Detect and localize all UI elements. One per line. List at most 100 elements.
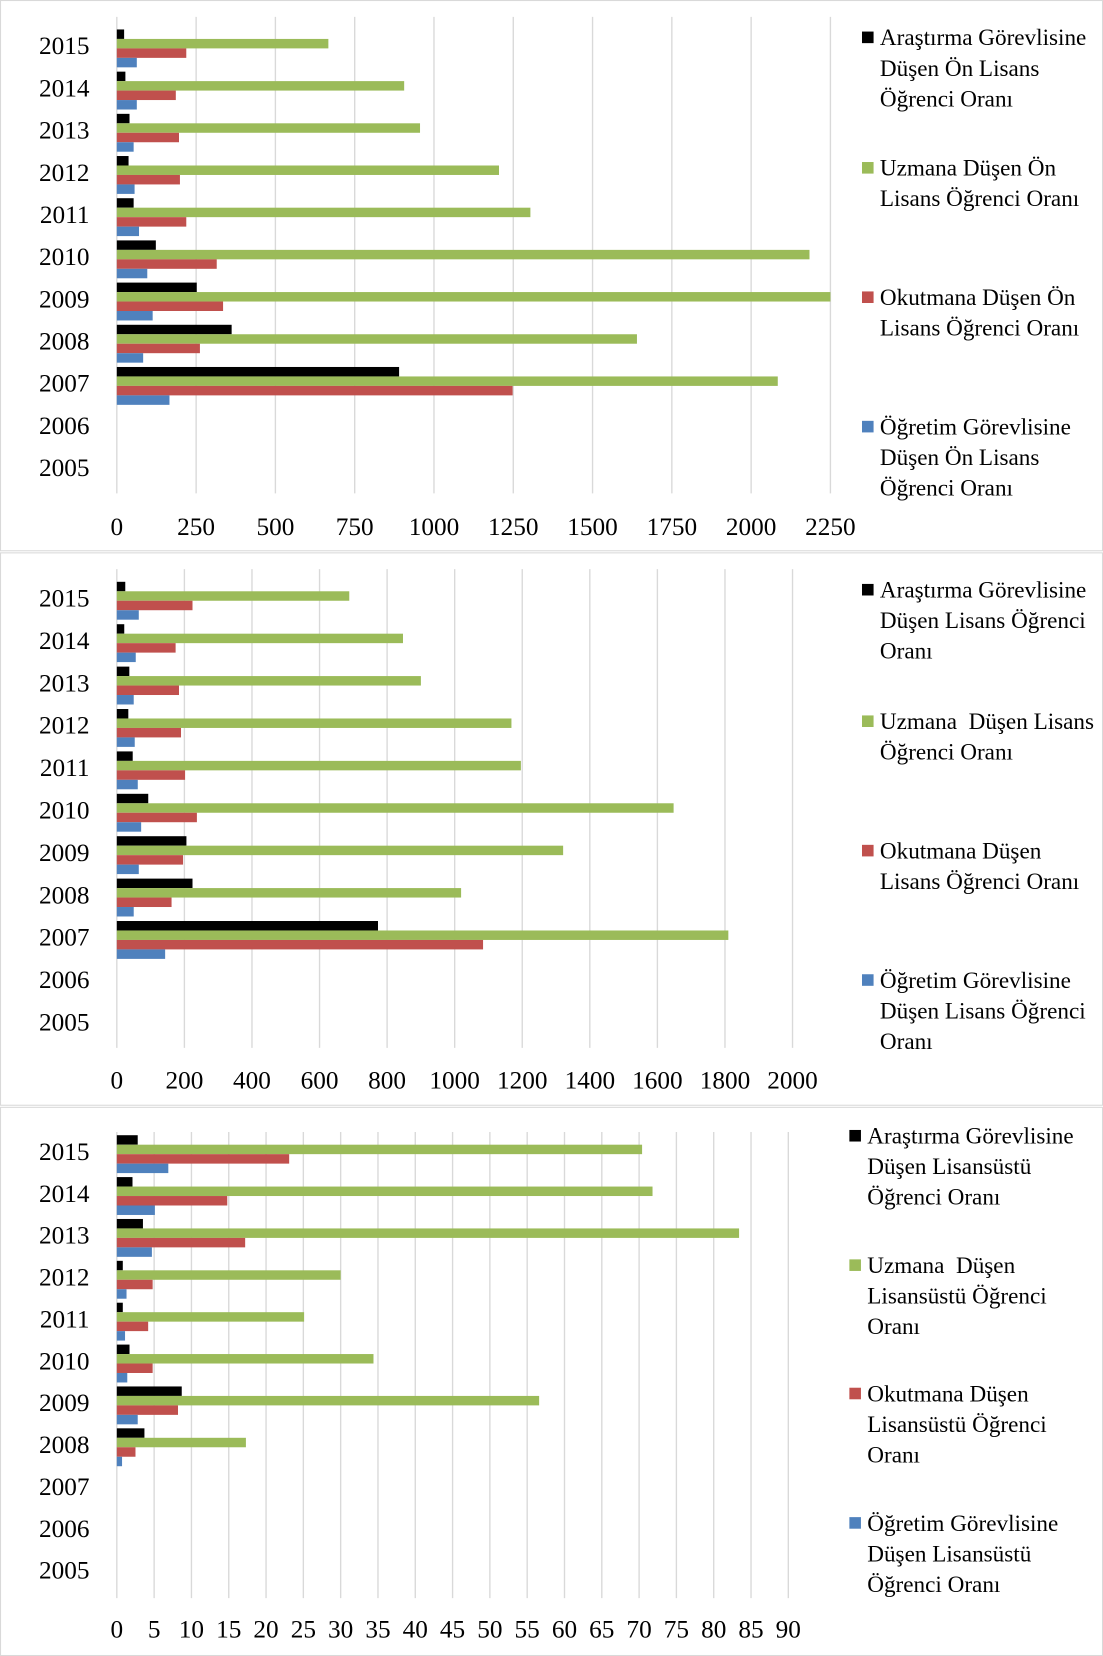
y-tick-label: 2009 — [39, 1389, 90, 1417]
bar — [116, 1344, 130, 1355]
legend-item: Araştırma Görevlisine Düşen Ön Lisans Öğ… — [861, 22, 1097, 114]
y-tick-label: 2008 — [39, 328, 90, 356]
bar — [116, 268, 148, 279]
legend-swatch — [861, 162, 874, 174]
bar — [116, 591, 350, 601]
bar — [116, 1363, 153, 1373]
bar — [116, 48, 187, 58]
bar — [116, 353, 144, 363]
bar — [116, 1414, 138, 1425]
bar — [116, 610, 139, 620]
bar — [116, 855, 184, 865]
y-tick-label: 2011 — [40, 201, 90, 229]
x-tick-label: 0 — [111, 1616, 124, 1644]
x-tick-label: 1000 — [409, 513, 460, 541]
bar — [116, 132, 179, 143]
legend-swatch — [861, 420, 874, 433]
bar — [116, 718, 512, 728]
x-tick-label: 1800 — [700, 1066, 751, 1094]
x-tick-label: 400 — [233, 1066, 271, 1094]
x-tick-label: 750 — [336, 513, 374, 541]
legend-item: Uzmana Düşen Lisans Öğrenci Oranı — [861, 706, 1100, 767]
bar — [116, 760, 521, 771]
x-tick-label: 2250 — [805, 513, 856, 541]
bar — [116, 1386, 182, 1396]
y-tick-label: 2015 — [39, 32, 90, 60]
y-tick-label: 2009 — [39, 285, 90, 313]
bar — [116, 803, 674, 813]
legend-label: Öğretim Görevlisine Düşen Lisansüstü Öğr… — [867, 1509, 1065, 1598]
bar — [116, 581, 126, 592]
x-tick-label: 1750 — [647, 513, 698, 541]
bar — [116, 1260, 123, 1271]
bar — [116, 395, 170, 405]
legend-item: Öğretim Görevlisine Düşen Lisansüstü Öğr… — [849, 1508, 1084, 1600]
bar — [116, 600, 193, 611]
bar — [116, 376, 778, 386]
legend-label: Uzmana Düşen Lisans Öğrenci Oranı — [879, 708, 1100, 765]
bar — [116, 1228, 740, 1238]
legend-swatch — [849, 1517, 861, 1529]
bar — [116, 1456, 123, 1467]
chart-panel: 0 5 10 15 20 25 30 35 40 45 50 55 60 65 70 75 80 85 90 2005… — [0, 1106, 1103, 1656]
bar — [116, 292, 831, 302]
bar — [116, 282, 197, 293]
y-tick-label: 2012 — [39, 159, 90, 187]
x-tick-label: 800 — [368, 1066, 406, 1094]
bar — [116, 240, 156, 250]
bar — [116, 822, 142, 832]
legend-label: Araştırma Görevlisine Düşen Lisansüstü Ö… — [867, 1122, 1080, 1210]
y-tick-label: 2005 — [39, 1009, 90, 1037]
x-tick-label: 30 — [328, 1616, 353, 1644]
x-tick-label: 80 — [701, 1616, 726, 1644]
bar — [116, 113, 130, 124]
legend-swatch — [861, 291, 874, 304]
bar — [116, 1196, 228, 1206]
bar — [116, 385, 513, 396]
x-tick-label: 2000 — [726, 513, 777, 541]
legend-label: Okutmana Düşen Lisans Öğrenci Oranı — [879, 837, 1080, 895]
bar — [116, 1177, 133, 1187]
x-tick-label: 2000 — [767, 1066, 818, 1094]
bar — [116, 949, 166, 959]
x-tick-label: 50 — [477, 1616, 502, 1644]
legend-item: Öğretim Görevlisine Düşen Lisans Öğrenci… — [861, 965, 1097, 1057]
legend-swatch — [861, 974, 874, 986]
legend-swatch — [849, 1129, 861, 1142]
y-tick-label: 2007 — [39, 924, 90, 952]
x-tick-label: 1500 — [567, 513, 618, 541]
x-tick-label: 1400 — [565, 1066, 616, 1094]
bar — [116, 836, 187, 846]
bar — [116, 334, 637, 344]
x-tick-label: 35 — [365, 1616, 390, 1644]
x-tick-label: 60 — [552, 1616, 577, 1644]
bar — [116, 779, 138, 790]
x-tick-label: 15 — [216, 1616, 241, 1644]
x-tick-label: 25 — [291, 1616, 316, 1644]
bar — [116, 1279, 153, 1290]
y-tick-label: 2012 — [39, 1264, 90, 1292]
bar — [116, 184, 135, 194]
bar — [116, 1247, 152, 1257]
x-tick-label: 0 — [111, 1066, 124, 1094]
bar — [116, 301, 224, 312]
x-tick-label: 10 — [179, 1616, 204, 1644]
bar — [116, 1321, 149, 1332]
x-tick-label: 85 — [738, 1616, 763, 1644]
y-tick-label: 2014 — [39, 627, 90, 655]
bar — [116, 217, 187, 227]
y-tick-label: 2014 — [39, 74, 90, 102]
bar — [116, 1237, 246, 1248]
x-tick-label: 70 — [626, 1616, 651, 1644]
x-tick-label: 65 — [589, 1616, 614, 1644]
y-tick-label: 2006 — [39, 1515, 90, 1543]
chart: 0 5 10 15 20 25 30 35 40 45 50 55 60 65 70 75 80 85 90 2005… — [39, 1132, 801, 1644]
y-tick-label: 2005 — [39, 1557, 90, 1585]
bar — [116, 666, 130, 677]
x-tick-label: 20 — [253, 1616, 278, 1644]
legend-item: Okutmana Düşen Lisans Öğrenci Oranı — [861, 835, 1097, 896]
bar — [116, 198, 134, 208]
x-tick-label: 200 — [165, 1066, 203, 1094]
legend-label: Uzmana Düşen Ön Lisans Öğrenci Oranı — [879, 154, 1080, 212]
x-tick-label: 45 — [440, 1616, 465, 1644]
